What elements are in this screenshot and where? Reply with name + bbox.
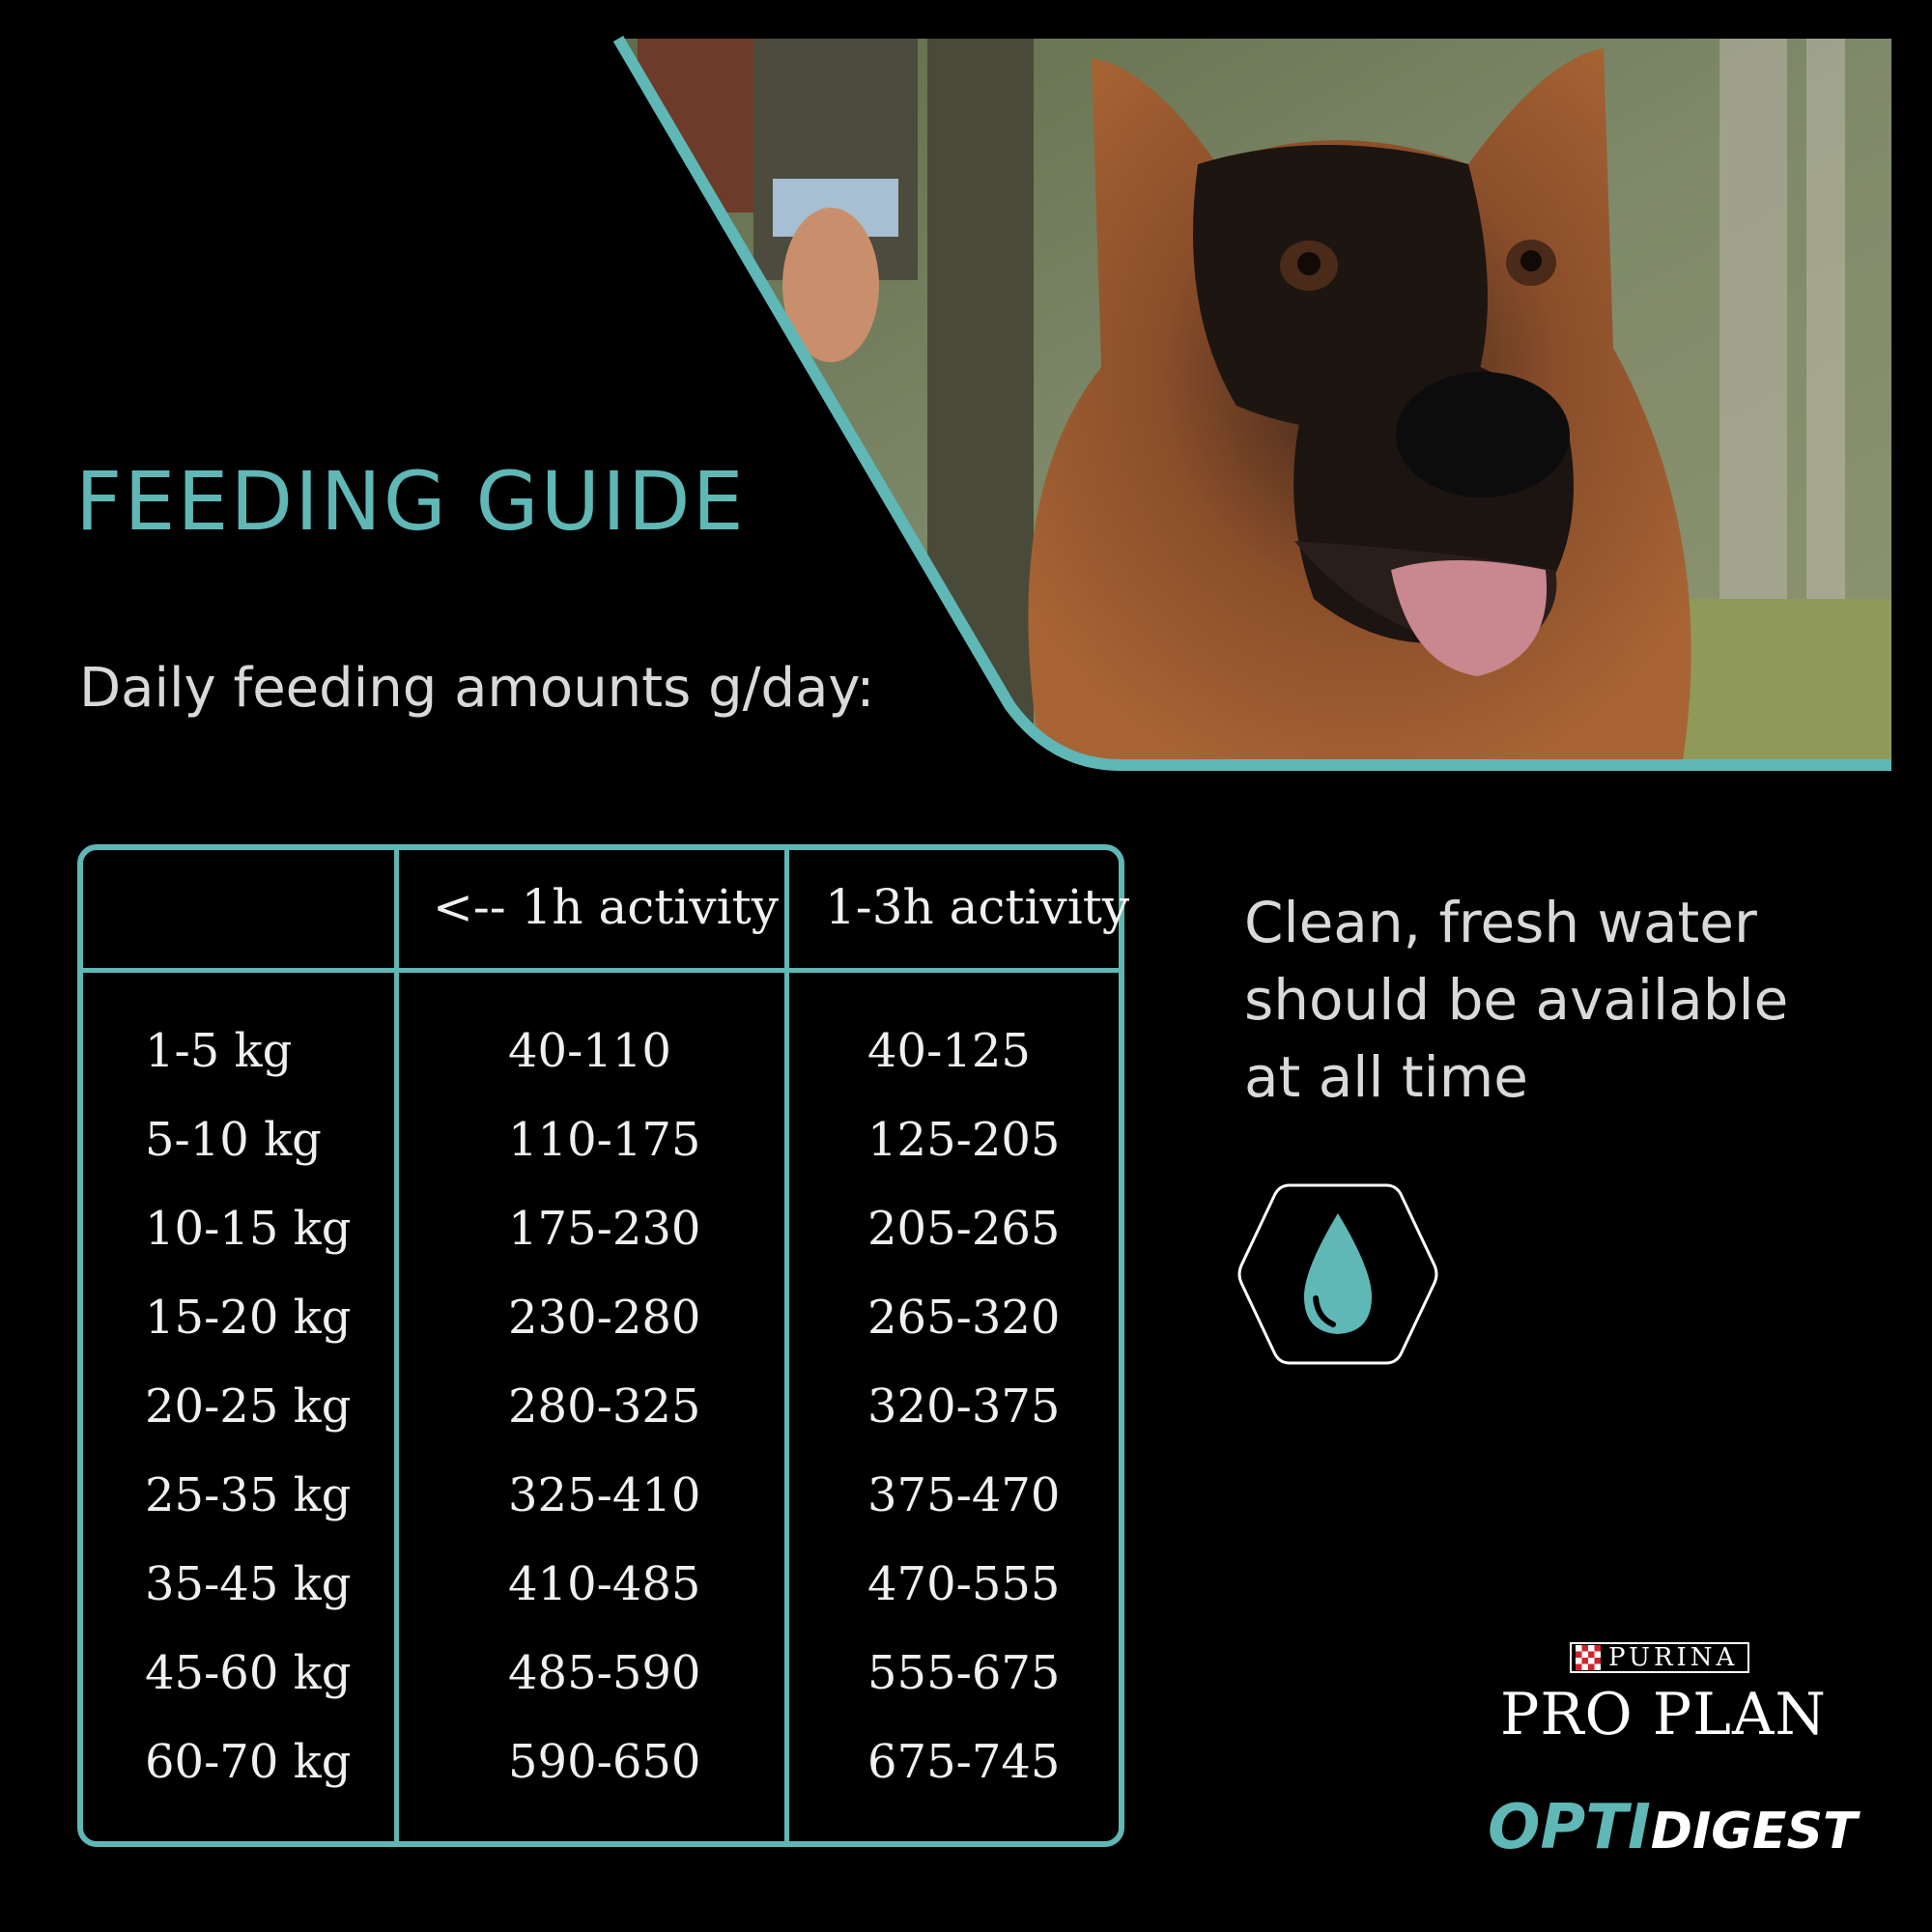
water-drop-icon [1237, 1183, 1438, 1365]
digest-wordmark: DIGEST [1650, 1803, 1858, 1861]
amount-1-3h-cell: 375-470 [867, 1468, 1061, 1522]
water-note: Clean, fresh water should be available a… [1244, 884, 1862, 1116]
feeding-table: <-- 1h activity 1-3h activity 1-5 kg 40-… [77, 844, 1129, 1847]
table-row: 5-10 kg 110-175 125-205 [83, 1113, 1119, 1202]
amount-1-3h-cell: 40-125 [867, 1024, 1031, 1078]
amount-1h-cell: 175-230 [508, 1202, 701, 1256]
table-row: 20-25 kg 280-325 320-375 [83, 1379, 1119, 1468]
weight-cell: 60-70 kg [145, 1735, 352, 1789]
amount-1h-cell: 40-110 [508, 1024, 671, 1078]
amount-1-3h-cell: 265-320 [867, 1291, 1061, 1345]
amount-1-3h-cell: 205-265 [867, 1202, 1061, 1256]
column-header-1h: <-- 1h activity [433, 879, 779, 935]
column-divider [394, 850, 399, 1841]
amount-1h-cell: 485-590 [508, 1646, 701, 1700]
weight-cell: 10-15 kg [145, 1202, 352, 1256]
page-subtitle: Daily feeding amounts g/day: [79, 657, 875, 720]
amount-1h-cell: 325-410 [508, 1468, 701, 1522]
amount-1-3h-cell: 470-555 [867, 1557, 1061, 1611]
weight-cell: 20-25 kg [145, 1379, 352, 1434]
water-note-line: should be available [1244, 967, 1789, 1033]
purina-logo: PURINA [1570, 1642, 1750, 1673]
amount-1h-cell: 280-325 [508, 1379, 701, 1434]
column-header-1-3h: 1-3h activity [825, 879, 1130, 935]
header-divider [83, 968, 1119, 973]
purina-checkerboard-icon [1576, 1645, 1601, 1670]
amount-1h-cell: 110-175 [508, 1113, 701, 1167]
water-note-line: Clean, fresh water [1244, 890, 1757, 955]
weight-cell: 15-20 kg [145, 1291, 352, 1345]
amount-1-3h-cell: 675-745 [867, 1735, 1061, 1789]
amount-1h-cell: 230-280 [508, 1291, 701, 1345]
table-row: 60-70 kg 590-650 675-745 [83, 1735, 1119, 1824]
water-note-line: at all time [1244, 1044, 1528, 1110]
column-divider [784, 850, 789, 1841]
amount-1-3h-cell: 555-675 [867, 1646, 1061, 1700]
table-row: 45-60 kg 485-590 555-675 [83, 1646, 1119, 1735]
table-row: 1-5 kg 40-110 40-125 [83, 1024, 1119, 1113]
amount-1h-cell: 590-650 [508, 1735, 701, 1789]
weight-cell: 25-35 kg [145, 1468, 352, 1522]
weight-cell: 1-5 kg [145, 1024, 293, 1078]
weight-cell: 35-45 kg [145, 1557, 352, 1611]
amount-1-3h-cell: 125-205 [867, 1113, 1061, 1167]
pro-plan-logo: PRO PLAN [1500, 1681, 1827, 1748]
table-row: 35-45 kg 410-485 470-555 [83, 1557, 1119, 1646]
optidigest-logo: OPTIDIGEST [1488, 1792, 1857, 1863]
purina-wordmark: PURINA [1608, 1643, 1739, 1672]
amount-1-3h-cell: 320-375 [867, 1379, 1061, 1434]
table-row: 10-15 kg 175-230 205-265 [83, 1202, 1119, 1291]
table-row: 25-35 kg 325-410 375-470 [83, 1468, 1119, 1557]
table-row: 15-20 kg 230-280 265-320 [83, 1291, 1119, 1379]
page-title: FEEDING GUIDE [75, 454, 746, 549]
weight-cell: 5-10 kg [145, 1113, 322, 1167]
amount-1h-cell: 410-485 [508, 1557, 701, 1611]
opti-wordmark: OPTI [1488, 1792, 1651, 1863]
weight-cell: 45-60 kg [145, 1646, 352, 1700]
